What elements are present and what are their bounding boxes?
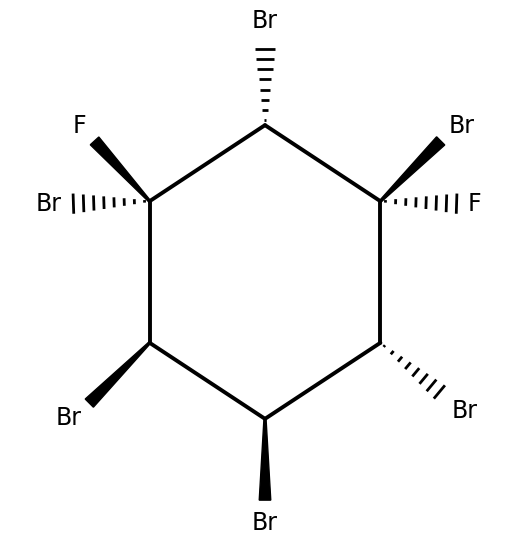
Polygon shape — [259, 419, 271, 500]
Polygon shape — [85, 342, 151, 407]
Text: Br: Br — [252, 511, 278, 535]
Text: Br: Br — [252, 9, 278, 33]
Text: Br: Br — [56, 406, 82, 429]
Polygon shape — [90, 137, 151, 202]
Text: F: F — [468, 192, 482, 216]
Text: Br: Br — [451, 400, 477, 423]
Text: F: F — [73, 114, 87, 138]
Text: Br: Br — [448, 114, 474, 138]
Polygon shape — [379, 137, 445, 202]
Text: Br: Br — [36, 192, 62, 216]
